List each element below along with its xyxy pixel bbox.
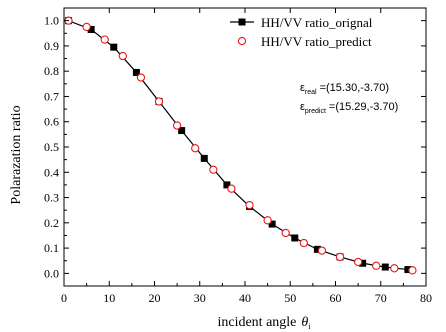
data-point-original: [178, 127, 186, 135]
data-point-original: [381, 263, 389, 271]
y-tick-label: 0.5: [44, 140, 59, 154]
data-point-predict: [209, 165, 218, 174]
legend-label-predict: HH/VV ratio_predict: [261, 34, 372, 49]
annotation-predict-symbol: ε: [300, 101, 305, 113]
y-tick-label: 0.2: [44, 216, 59, 230]
x-tick-label: 0: [61, 291, 67, 305]
data-point-predict: [390, 264, 399, 273]
data-point-original: [359, 259, 367, 267]
data-point-original: [110, 43, 118, 51]
annotation-predict-value: =(15.29,-3.70): [329, 101, 398, 113]
x-tick-label: 60: [330, 291, 342, 305]
annotation-real-symbol: ε: [300, 82, 305, 94]
data-point-predict: [118, 51, 127, 61]
series-line-original: [68, 20, 408, 271]
y-tick-label: 0.9: [44, 39, 59, 53]
annotation-epsilon-predict: εpredict =(15.29,-3.70): [300, 101, 398, 115]
data-point-predict: [245, 200, 254, 210]
data-point-predict: [317, 246, 327, 255]
legend-label-original: HH/VV ratio_orignal: [261, 15, 373, 30]
y-tick-label: 0.4: [44, 165, 59, 179]
data-point-predict: [136, 73, 146, 82]
data-point-predict: [263, 216, 272, 225]
axes: 0 10 20 30 40 50 60 70 80 0.0 0.1 0.2 0.3 0.4 0.5 0.6 0.…: [44, 7, 432, 305]
legend-marker-original: [238, 18, 246, 26]
data-point-original: [404, 266, 412, 274]
data-point-original: [313, 245, 321, 253]
data-point-predict: [372, 261, 381, 270]
annotation-real-subscript: real: [305, 89, 317, 96]
data-point-predict: [191, 144, 200, 153]
y-tick-label: 0.3: [44, 191, 59, 205]
legend: HH/VV ratio_orignal HH/VV ratio_predict: [230, 15, 373, 49]
x-tick-label: 40: [239, 291, 251, 305]
x-tick-label: 20: [149, 291, 161, 305]
data-point-original: [200, 154, 208, 162]
data-point-original: [87, 25, 95, 33]
y-tick-label: 0.0: [44, 266, 59, 280]
data-point-predict: [100, 35, 109, 44]
data-point-original: [291, 234, 299, 242]
x-axis-label-symbol: θ: [301, 315, 308, 330]
annotation-predict-subscript: predict: [305, 108, 326, 115]
x-tick-label: 80: [420, 291, 432, 305]
x-tick-label: 30: [194, 291, 206, 305]
data-point-predict: [281, 228, 290, 238]
y-tick-label: 0.6: [44, 115, 59, 129]
data-point-predict: [335, 252, 345, 262]
y-tick-label: 0.1: [44, 241, 59, 255]
x-axis-label: incident angle θi: [217, 315, 311, 331]
x-axis-label-subscript: i: [308, 322, 311, 331]
data-point-original: [132, 68, 140, 76]
data-point-original: [223, 181, 231, 189]
legend-marker-predict: [237, 36, 247, 46]
annotation-epsilon-real: εreal =(15.30,-3.70): [300, 82, 389, 96]
y-axis-label: Polarazation ratio: [9, 105, 24, 204]
x-tick-label: 70: [375, 291, 387, 305]
data-point-predict: [299, 238, 308, 248]
data-point-predict: [82, 22, 91, 32]
y-tick-label: 1.0: [44, 14, 59, 28]
data-point-predict: [408, 266, 417, 275]
annotations: εreal =(15.30,-3.70) εpredict =(15.29,-3.7…: [300, 82, 398, 115]
data-point-predict: [353, 257, 363, 267]
data-point-predict: [154, 97, 164, 106]
plot-area: [64, 16, 417, 275]
data-point-predict: [227, 184, 236, 193]
plot-frame: [63, 7, 427, 287]
x-axis-label-text: incident angle: [217, 315, 296, 330]
y-tick-label: 0.8: [44, 64, 59, 78]
data-point-original: [268, 220, 276, 228]
data-point-predict: [172, 121, 182, 130]
x-tick-label: 50: [284, 291, 296, 305]
x-tick-label: 10: [103, 291, 115, 305]
y-tick-label: 0.7: [44, 89, 59, 103]
annotation-real-value: =(15.30,-3.70): [320, 82, 389, 94]
